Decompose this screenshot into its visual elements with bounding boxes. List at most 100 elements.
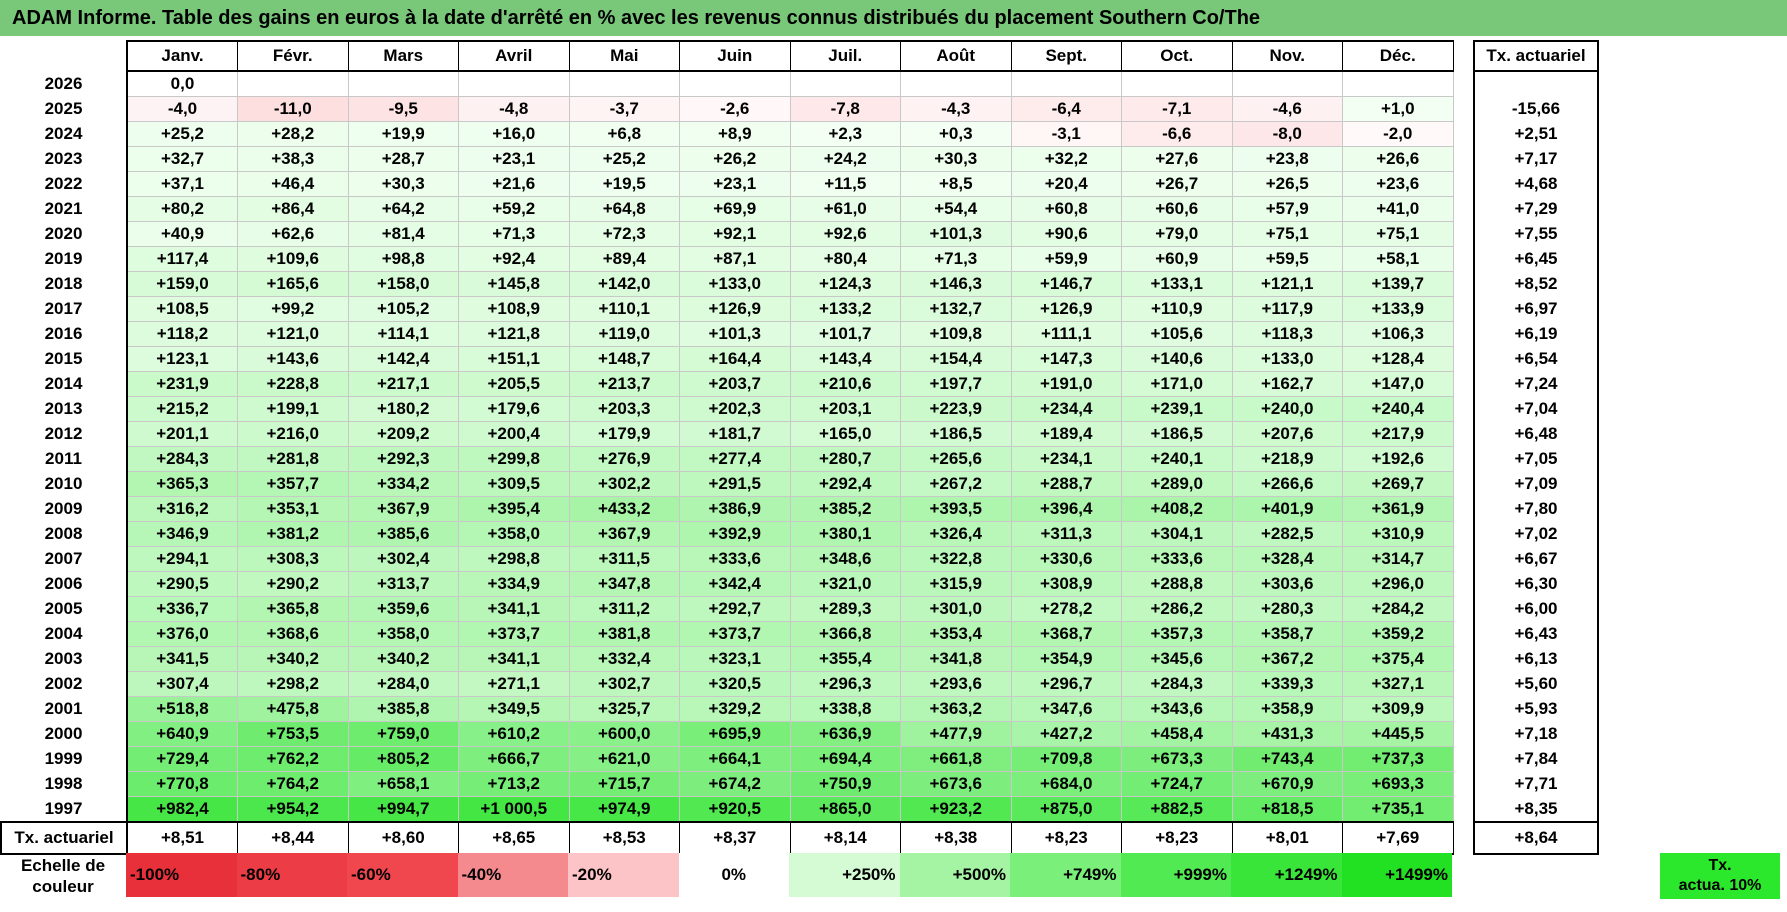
gain-cell: +234,4 bbox=[1010, 396, 1122, 422]
gain-cell: +753,5 bbox=[237, 721, 349, 747]
gain-cell: +30,3 bbox=[900, 146, 1012, 172]
row-year: 2020 bbox=[1, 221, 128, 247]
gain-cell: +101,3 bbox=[679, 321, 791, 347]
row-ta-value: +7,24 bbox=[1473, 371, 1599, 397]
gain-cell: +865,0 bbox=[789, 796, 901, 823]
gain-cell: +735,1 bbox=[1342, 796, 1454, 823]
gain-cell: +20,4 bbox=[1010, 171, 1122, 197]
gain-cell: +147,0 bbox=[1342, 371, 1454, 397]
gain-cell: +357,3 bbox=[1121, 621, 1233, 647]
table-row: 2010 +365,3 +357,7 +334,2 +309,5 +302,2 +291,5… bbox=[1, 471, 1599, 497]
footer-ta-cell: +7,69 bbox=[1342, 821, 1454, 855]
row-year: 2026 bbox=[1, 71, 128, 97]
row-ta-value: +7,84 bbox=[1473, 746, 1599, 772]
table-row: 2005 +336,7 +365,8 +359,6 +341,1 +311,2 +292,7… bbox=[1, 596, 1599, 622]
gain-cell: +64,2 bbox=[347, 196, 459, 222]
gain-cell: +310,9 bbox=[1342, 521, 1454, 547]
gain-cell: +106,3 bbox=[1342, 321, 1454, 347]
gain-cell: +314,7 bbox=[1342, 546, 1454, 572]
column-gap bbox=[1453, 547, 1474, 572]
gain-cell: -4,0 bbox=[126, 96, 238, 122]
gain-cell: +342,4 bbox=[679, 571, 791, 597]
column-gap bbox=[1453, 647, 1474, 672]
gain-cell: +207,6 bbox=[1231, 421, 1343, 447]
gain-cell: +23,8 bbox=[1231, 146, 1343, 172]
gain-cell: +223,9 bbox=[900, 396, 1012, 422]
gain-cell: +114,1 bbox=[347, 321, 459, 347]
row-year: 2025 bbox=[1, 96, 128, 122]
row-ta-value: +7,71 bbox=[1473, 771, 1599, 797]
color-scale-legend: Echelle de couleur -100% -80% -60% -40% -20%… bbox=[0, 845, 1787, 907]
gain-cell: +191,0 bbox=[1010, 371, 1122, 397]
gain-cell: +923,2 bbox=[900, 796, 1012, 823]
color-scale-swatch: 0% bbox=[678, 853, 789, 897]
gain-cell: +694,4 bbox=[789, 746, 901, 772]
gain-cell: +98,8 bbox=[347, 246, 459, 272]
table-row: 2016 +118,2 +121,0 +114,1 +121,8 +119,0 +101,3… bbox=[1, 321, 1599, 347]
legend-ta-line1: Tx. bbox=[1708, 857, 1732, 874]
gain-cell: +119,0 bbox=[568, 321, 680, 347]
column-gap bbox=[1453, 422, 1474, 447]
gain-cell: +132,7 bbox=[900, 296, 1012, 322]
gain-cell: +376,0 bbox=[126, 621, 238, 647]
gain-cell: +396,4 bbox=[1010, 496, 1122, 522]
gain-cell: +217,1 bbox=[347, 371, 459, 397]
gain-cell: +349,5 bbox=[458, 696, 570, 722]
column-gap bbox=[1453, 297, 1474, 322]
gain-cell: +640,9 bbox=[126, 721, 238, 747]
header-corner bbox=[1, 41, 128, 71]
gain-cell: +375,4 bbox=[1342, 646, 1454, 672]
gain-cell: +60,6 bbox=[1121, 196, 1233, 222]
gain-cell: +146,3 bbox=[900, 271, 1012, 297]
gain-cell: +284,0 bbox=[347, 671, 459, 697]
gain-cell: +673,6 bbox=[900, 771, 1012, 797]
gain-cell: +920,5 bbox=[679, 796, 791, 823]
footer-ta-cell: +8,37 bbox=[679, 821, 791, 855]
gain-cell: +294,1 bbox=[126, 546, 238, 572]
gain-cell: +186,5 bbox=[900, 421, 1012, 447]
column-gap bbox=[1453, 622, 1474, 647]
gain-cell: +670,9 bbox=[1231, 771, 1343, 797]
gain-cell: +105,2 bbox=[347, 296, 459, 322]
gain-cell: +189,4 bbox=[1010, 421, 1122, 447]
gain-cell: +311,3 bbox=[1010, 521, 1122, 547]
gain-cell: +380,1 bbox=[789, 521, 901, 547]
table-row: 2024 +25,2 +28,2 +19,9 +16,0 +6,8 +8,9 +2,3 +0,3… bbox=[1, 121, 1599, 147]
gain-cell: +142,0 bbox=[568, 271, 680, 297]
gain-cell: +284,3 bbox=[126, 446, 238, 472]
gain-cell: -2,6 bbox=[679, 96, 791, 122]
row-ta-value: +6,48 bbox=[1473, 421, 1599, 447]
gain-cell: +308,3 bbox=[237, 546, 349, 572]
row-year: 2022 bbox=[1, 171, 128, 197]
gain-cell: -3,1 bbox=[1010, 121, 1122, 147]
color-scale-swatch: -20% bbox=[568, 853, 679, 897]
gain-cell: +201,1 bbox=[126, 421, 238, 447]
gain-cell: +151,1 bbox=[458, 346, 570, 372]
gain-cell: +30,3 bbox=[347, 171, 459, 197]
gain-cell: +41,0 bbox=[1342, 196, 1454, 222]
gain-cell: +385,8 bbox=[347, 696, 459, 722]
gain-cell: +309,5 bbox=[458, 471, 570, 497]
table-row: 2011 +284,3 +281,8 +292,3 +299,8 +276,9 +277,4… bbox=[1, 446, 1599, 472]
gain-cell: +764,2 bbox=[237, 771, 349, 797]
gain-cell: +32,2 bbox=[1010, 146, 1122, 172]
gain-cell: +621,0 bbox=[568, 746, 680, 772]
gain-cell: +373,7 bbox=[679, 621, 791, 647]
gain-cell: +37,1 bbox=[126, 171, 238, 197]
table-row: 2018 +159,0 +165,6 +158,0 +145,8 +142,0 +133,0… bbox=[1, 271, 1599, 297]
table-row: 2006 +290,5 +290,2 +313,7 +334,9 +347,8 +342,4… bbox=[1, 571, 1599, 597]
row-year: 2009 bbox=[1, 496, 128, 522]
column-gap bbox=[1453, 697, 1474, 722]
column-header-month: Févr. bbox=[237, 40, 349, 72]
row-ta-value: +6,97 bbox=[1473, 296, 1599, 322]
gain-cell: +142,4 bbox=[347, 346, 459, 372]
gain-cell: +111,1 bbox=[1010, 321, 1122, 347]
gain-cell: +673,3 bbox=[1121, 746, 1233, 772]
gain-cell: +205,5 bbox=[458, 371, 570, 397]
row-year: 2008 bbox=[1, 521, 128, 547]
gain-cell: +108,5 bbox=[126, 296, 238, 322]
row-year: 2019 bbox=[1, 246, 128, 272]
gain-cell: +347,8 bbox=[568, 571, 680, 597]
gain-cell: +23,6 bbox=[1342, 171, 1454, 197]
gain-cell: +759,0 bbox=[347, 721, 459, 747]
